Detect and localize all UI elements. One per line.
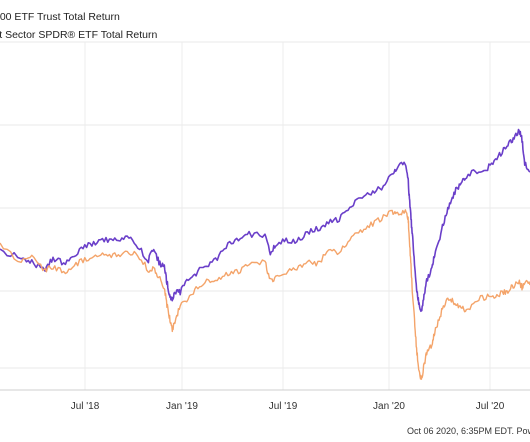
x-tick-label-2: Jul '19 bbox=[269, 401, 298, 412]
legend: 500 ETF Trust Total Return ct Sector SPD… bbox=[0, 9, 157, 44]
x-tick-label-1: Jan '19 bbox=[166, 401, 198, 412]
series-line-0 bbox=[0, 128, 530, 313]
chart-series bbox=[0, 128, 530, 380]
chart-footer: Oct 06 2020, 6:35PM EDT. Powered bbox=[407, 426, 530, 436]
x-tick-label-0: Jul '18 bbox=[71, 401, 100, 412]
series-line-1 bbox=[0, 209, 530, 380]
legend-label-sector: ct Sector SPDR® ETF Total Return bbox=[0, 28, 158, 41]
legend-label-spy: 500 ETF Trust Total Return bbox=[0, 11, 120, 23]
legend-item-spy[interactable]: 500 ETF Trust Total Return bbox=[0, 9, 157, 27]
x-tick-label-3: Jan '20 bbox=[373, 401, 405, 412]
legend-item-sector[interactable]: ct Sector SPDR® ETF Total Return bbox=[0, 27, 157, 45]
x-axis: Jul '18 Jan '19 Jul '19 Jan '20 Jul '20 bbox=[71, 401, 505, 412]
x-tick-label-4: Jul '20 bbox=[476, 401, 505, 412]
chart-grid bbox=[0, 41, 530, 391]
